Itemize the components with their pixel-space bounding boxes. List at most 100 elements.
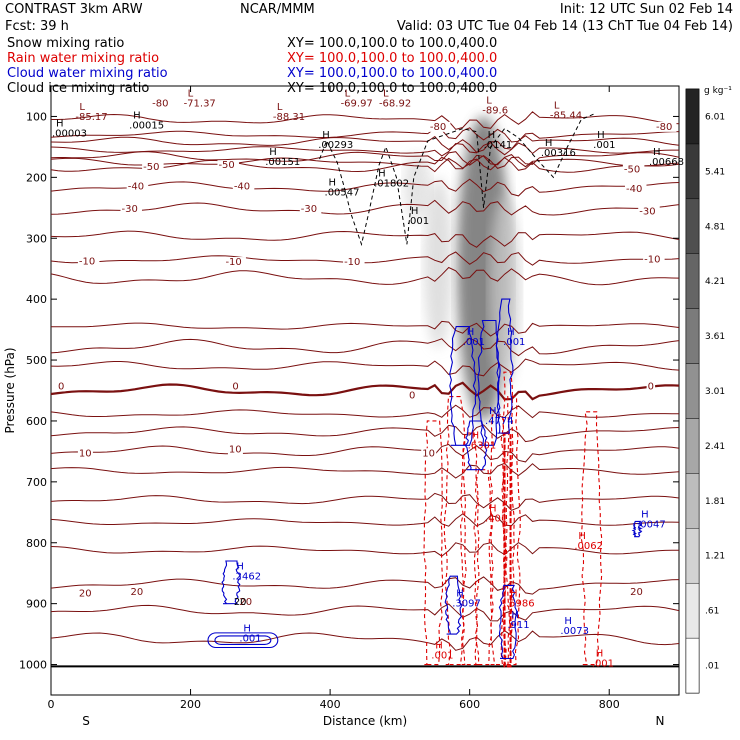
isotherm-21: [51, 513, 679, 527]
colorbar-segment-2: [685, 528, 700, 584]
extremum-value-13: .00668: [649, 157, 684, 168]
isotherm-22: [51, 541, 679, 557]
extremum-value-9: .00293: [318, 140, 353, 151]
extremum-value-27: .5986: [506, 599, 535, 610]
isotherm-label-bg-23: [77, 588, 93, 599]
isotherm-label-bg-5: [622, 164, 645, 175]
extremum-kind-6: L: [554, 100, 560, 111]
field-snow-xy: XY= 100.0,100.0 to 100.0,400.0: [287, 36, 497, 51]
extremum-value-5: -89.6: [482, 105, 508, 116]
y-tick-label-4: 500: [26, 354, 47, 367]
isotherm-label-13: -10: [225, 257, 241, 268]
extremum-value-16: .01802: [374, 178, 409, 189]
extremum-value-28: .911: [507, 620, 529, 631]
extremum-kind-14: H: [269, 147, 277, 158]
isotherm-label-18: 0: [409, 390, 415, 401]
extremum-kind-25: H: [236, 561, 244, 572]
isotherm-label-16: 0: [58, 381, 64, 392]
isotherm-label-bg-6: [126, 181, 149, 192]
cloudwater-contour-7: [631, 520, 643, 538]
colorbar-segment-5: [685, 363, 700, 419]
y-tick-label-8: 900: [26, 598, 47, 611]
isotherm-label-bg-21: [227, 444, 243, 455]
isotherm-label-22: 10: [422, 448, 435, 459]
isotherm-label-12: -10: [79, 256, 95, 267]
extremum-kind-31: H: [435, 640, 443, 651]
isotherm-label-24: 20: [131, 587, 144, 598]
colorbar-label-5: 3.01: [705, 387, 725, 397]
isotherm-label-bg-7: [232, 181, 255, 192]
extremum-value-11: .00316: [541, 148, 576, 159]
isotherm-label-bg-11: [638, 206, 660, 217]
isotherm-14: [51, 358, 679, 377]
rain-contour-1: [443, 396, 467, 666]
isotherm-20: [51, 492, 679, 511]
extremum-value-6: -85.44: [550, 110, 582, 121]
isotherm-label-23: 20: [79, 588, 92, 599]
center-title: NCAR/MMM: [240, 2, 315, 17]
header: CONTRAST 3km ARW NCAR/MMM Init: 12 UTC S…: [5, 2, 733, 96]
y-tick-label-9: 1000: [19, 659, 47, 672]
extremum-value-17: .001: [407, 216, 429, 227]
x-axis-title: Distance (km): [323, 714, 407, 728]
isotherm-label-20: 10: [79, 448, 92, 459]
isotherm-label-bg-2: [654, 121, 677, 132]
rain-contour-3: [473, 469, 494, 666]
isotherm-label-bg-18: [407, 390, 417, 401]
field-cloudwater-name: Cloud water mixing ratio: [7, 66, 168, 81]
extremum-value-29: .0073: [560, 626, 589, 637]
isotherm-7: [51, 178, 679, 197]
isotherm-label-5: -50: [624, 164, 640, 175]
field-cloudwater-xy: XY= 100.0,100.0 to 100.0,400.0: [287, 66, 497, 81]
isotherm-19: [51, 462, 679, 479]
cloudwater-contour-3: [464, 420, 488, 471]
extremum-value-19: .001: [503, 337, 525, 348]
isotherm-label-15: -10: [644, 255, 660, 266]
isotherm-label-bg-16: [56, 381, 66, 392]
extremum-kind-13: H: [653, 147, 661, 158]
extremum-kind-1: L: [188, 89, 194, 100]
isotherm-label-bg-25: [238, 596, 254, 607]
extremum-kind-21: H: [472, 430, 480, 441]
cloudwater-shallow-inner: [214, 635, 272, 646]
isotherm-label-bg-22: [421, 448, 437, 459]
extremum-kind-17: H: [411, 206, 419, 217]
y-tick-label-2: 300: [26, 232, 47, 245]
extremum-kind-20: H: [489, 406, 497, 417]
extremum-kind-4: L: [383, 89, 389, 100]
x-tick-label-3: 600: [459, 698, 480, 711]
extremum-kind-23: H: [578, 531, 586, 542]
isotherm-label-4: -50: [218, 160, 234, 171]
field-rain-name: Rain water mixing ratio: [7, 51, 159, 66]
isotherm-label-bg-14: [343, 257, 365, 268]
colorbar-label-8: 4.81: [705, 222, 725, 232]
rain-contour-4: [488, 414, 507, 666]
isotherm-label-19: 0: [648, 381, 654, 392]
extremum-value-0: -85.17: [75, 112, 107, 123]
colorbar-label-7: 4.21: [705, 277, 725, 287]
isotherm-label-8: -40: [626, 184, 642, 195]
extremum-kind-27: H: [510, 589, 518, 600]
colorbar-segment-4: [685, 418, 700, 474]
colorbar-segment-9: [685, 143, 700, 200]
forecast-hour: Fcst: 39 h: [5, 19, 69, 34]
extremum-value-2: -88.31: [273, 112, 305, 123]
extremum-value-21: .6301: [468, 440, 497, 451]
extremum-kind-3: L: [345, 89, 351, 100]
isotherm-24: [51, 603, 679, 622]
isotherm-label-11: -30: [639, 206, 655, 217]
plot-area: [50, 85, 680, 696]
isotherm-label-2: -80: [656, 122, 672, 133]
extremum-kind-18: H: [467, 327, 475, 338]
x-tick-label-4: 800: [599, 698, 620, 711]
hydrometeor-contours: [207, 112, 643, 668]
isotherm-13: [51, 337, 679, 357]
extremum-value-7: .00003: [52, 129, 87, 140]
isotherm-label-21: 10: [229, 445, 242, 456]
colorbar-label-3: 1.81: [705, 497, 725, 507]
isotherm-label-bg-17: [231, 381, 240, 392]
extremum-kind-22: H: [489, 503, 497, 514]
isotherm-25: [51, 630, 679, 651]
